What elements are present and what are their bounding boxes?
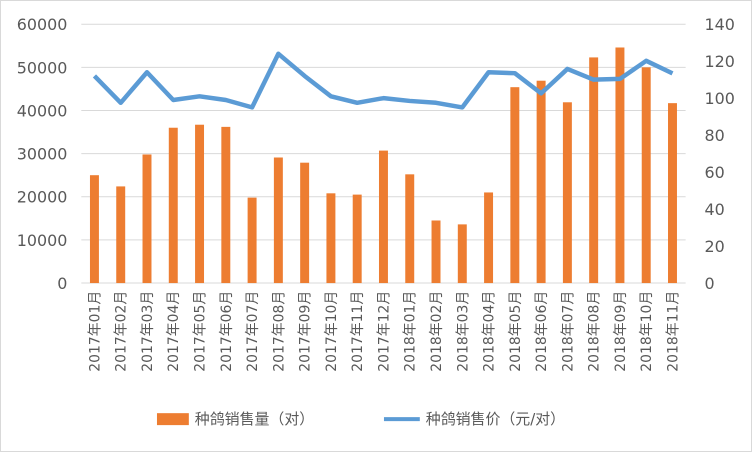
x-tick-label: 2018年08月 bbox=[587, 291, 603, 372]
x-tick-label: 2017年11月 bbox=[350, 291, 366, 372]
bar bbox=[300, 162, 310, 284]
x-tick-label: 2018年07月 bbox=[560, 291, 576, 372]
x-tick-label: 2018年01月 bbox=[403, 291, 419, 372]
bar-series bbox=[89, 47, 677, 284]
x-axis: 2017年01月 2017年02月 2017年03月 2017年04月 2017年05月… bbox=[87, 291, 681, 372]
x-tick-label: 2018年06月 bbox=[534, 291, 550, 372]
bar bbox=[562, 102, 572, 284]
bar bbox=[247, 197, 257, 284]
x-tick-label: 2018年10月 bbox=[639, 291, 655, 372]
x-tick-label: 2017年12月 bbox=[376, 291, 392, 372]
x-tick-label: 2017年10月 bbox=[324, 291, 340, 372]
legend-label-line: 种鸽销售价（元/对） bbox=[426, 410, 565, 428]
y-left-tick-label: 40000 bbox=[17, 101, 68, 120]
bar bbox=[641, 67, 651, 284]
bar bbox=[510, 87, 520, 284]
x-tick-label: 2017年03月 bbox=[140, 291, 156, 372]
x-tick-label: 2018年04月 bbox=[482, 291, 498, 372]
x-tick-label: 2017年06月 bbox=[219, 291, 235, 372]
y-right-tick-label: 40 bbox=[705, 200, 725, 219]
x-tick-label: 2017年02月 bbox=[114, 291, 130, 372]
y-left-tick-label: 60000 bbox=[17, 15, 68, 34]
x-tick-label: 2017年08月 bbox=[271, 291, 287, 372]
bar bbox=[615, 47, 625, 284]
x-tick-label: 2017年09月 bbox=[298, 291, 314, 372]
y-right-tick-label: 20 bbox=[705, 237, 725, 256]
legend: 种鸽销售量（对） 种鸽销售价（元/对） bbox=[156, 410, 565, 428]
bar bbox=[668, 103, 677, 284]
bar bbox=[378, 150, 388, 284]
x-tick-label: 2017年01月 bbox=[87, 291, 103, 372]
y-axis-right: 0 20 40 60 80 100 120 140 bbox=[705, 15, 735, 293]
x-tick-label: 2017年04月 bbox=[166, 291, 182, 372]
bar bbox=[273, 157, 283, 284]
legend-label-bar: 种鸽销售量（对） bbox=[195, 410, 314, 428]
y-left-tick-label: 20000 bbox=[17, 188, 68, 207]
line-series bbox=[92, 51, 674, 110]
bar bbox=[536, 80, 546, 284]
bar bbox=[195, 124, 205, 284]
y-right-tick-label: 140 bbox=[705, 15, 735, 34]
bar bbox=[431, 220, 441, 284]
bar bbox=[589, 57, 599, 284]
bar bbox=[405, 174, 415, 284]
bar bbox=[116, 186, 126, 284]
bar bbox=[168, 127, 178, 284]
x-tick-label: 2018年11月 bbox=[665, 291, 681, 372]
x-tick-label: 2018年09月 bbox=[613, 291, 629, 372]
y-left-tick-label: 50000 bbox=[17, 58, 68, 77]
y-right-tick-label: 60 bbox=[705, 163, 725, 182]
y-right-tick-label: 100 bbox=[705, 89, 735, 108]
x-tick-label: 2018年05月 bbox=[508, 291, 524, 372]
y-axis-left: 0 10000 20000 30000 40000 50000 60000 bbox=[17, 15, 68, 293]
bar bbox=[221, 126, 231, 284]
bar bbox=[352, 194, 362, 284]
y-left-tick-label: 0 bbox=[57, 274, 67, 293]
bar bbox=[89, 175, 99, 284]
bar bbox=[457, 224, 467, 284]
y-right-tick-label: 80 bbox=[705, 126, 725, 145]
legend-swatch-bar bbox=[156, 413, 189, 426]
x-tick-label: 2018年02月 bbox=[429, 291, 445, 372]
x-tick-label: 2018年03月 bbox=[455, 291, 471, 372]
y-left-tick-label: 30000 bbox=[17, 145, 68, 164]
x-tick-label: 2017年07月 bbox=[245, 291, 261, 372]
y-right-tick-label: 0 bbox=[705, 274, 715, 293]
bar bbox=[142, 154, 152, 284]
bar bbox=[484, 192, 494, 284]
y-left-tick-label: 10000 bbox=[17, 231, 68, 250]
price-line bbox=[92, 51, 674, 110]
y-right-tick-label: 120 bbox=[705, 52, 735, 71]
x-tick-label: 2017年05月 bbox=[193, 291, 209, 372]
bar bbox=[326, 193, 336, 284]
